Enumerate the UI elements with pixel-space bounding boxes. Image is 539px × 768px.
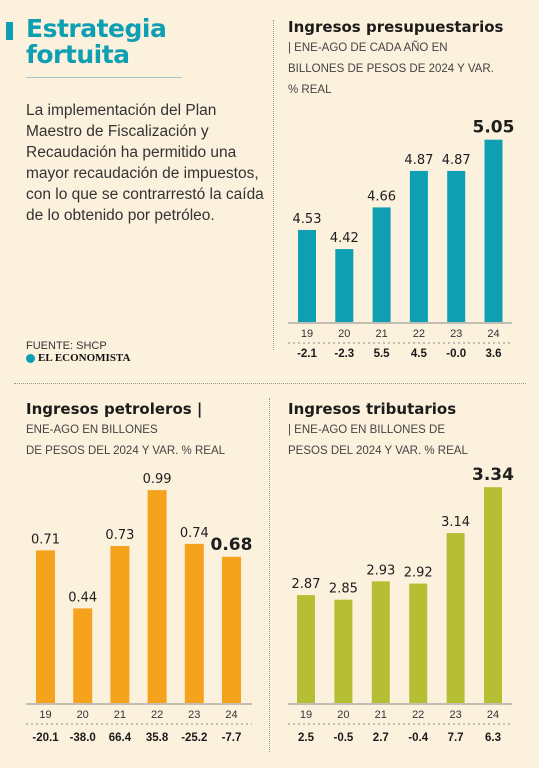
change-label-tributarios-19: 2.5 (298, 732, 315, 744)
value-label-presupuestarios-21: 4.66 (367, 189, 396, 204)
value-label-petroleros-20: 0.44 (68, 590, 97, 605)
change-label-tributarios-24: 6.3 (485, 732, 501, 744)
divider-vertical-bottom (269, 398, 270, 752)
brand-mark-icon (26, 353, 35, 363)
chart-tributarios-subtitle-2: PESOS DEL 2024 Y VAR. % REAL (288, 445, 468, 457)
bar-presupuestarios-23 (447, 170, 466, 322)
chart-tributarios-title: Ingresos tributarios (288, 400, 457, 418)
change-label-petroleros-24: -7.7 (222, 732, 242, 744)
bar-tributarios-21 (371, 581, 390, 703)
value-label-presupuestarios-23: 4.87 (442, 153, 471, 168)
chart-tributarios-subtitle-1: | ENE-AGO EN BILLONES DE (288, 424, 446, 436)
title-accent-bar (6, 22, 13, 40)
tick-label-tributarios-19: 19 (300, 709, 312, 721)
tick-label-tributarios-20: 20 (337, 709, 349, 721)
bar-petroleros-23 (184, 543, 204, 703)
change-label-petroleros-22: 35.8 (146, 732, 169, 744)
value-label-petroleros-21: 0.73 (105, 528, 134, 543)
bar-presupuestarios-19 (298, 229, 316, 322)
chart-presupuestarios-subtitle-1: | ENE-AGO DE CADA AÑO EN (288, 42, 448, 54)
value-label-presupuestarios-24: 5.05 (473, 118, 515, 138)
tick-label-petroleros-19: 19 (39, 709, 51, 721)
change-label-tributarios-22: -0.4 (408, 732, 428, 744)
divider-horizontal (14, 383, 526, 384)
chart-petroleros-subtitle-1: ENE-AGO EN BILLONES (26, 424, 158, 436)
main-title: Estrategia fortuita (26, 14, 167, 69)
tick-label-presupuestarios-19: 19 (301, 328, 313, 340)
bar-petroleros-21 (110, 546, 130, 703)
tick-label-presupuestarios-22: 22 (413, 328, 425, 340)
change-label-petroleros-21: 66.4 (109, 732, 132, 744)
value-label-tributarios-22: 2.92 (404, 566, 433, 581)
value-label-presupuestarios-20: 4.42 (330, 231, 359, 246)
change-label-presupuestarios-22: 4.5 (411, 348, 428, 360)
change-label-tributarios-20: -0.5 (333, 732, 353, 744)
tick-label-presupuestarios-24: 24 (487, 328, 499, 340)
value-label-petroleros-22: 0.99 (143, 472, 172, 487)
tick-label-tributarios-24: 24 (487, 709, 499, 721)
tick-label-tributarios-21: 21 (375, 709, 387, 721)
bar-petroleros-22 (147, 490, 167, 703)
value-label-tributarios-23: 3.14 (441, 515, 470, 530)
bar-presupuestarios-24 (484, 139, 503, 322)
bar-tributarios-24 (484, 487, 502, 703)
tick-label-petroleros-21: 21 (114, 709, 126, 721)
divider-vertical-top (273, 20, 274, 350)
brand-name: EL ECONOMISTA (38, 352, 131, 364)
tick-label-petroleros-22: 22 (151, 709, 163, 721)
chart-presupuestarios-subtitle-2: BILLONES DE PESOS DE 2024 Y VAR. (288, 63, 494, 75)
chart-petroleros-title: Ingresos petroleros | (26, 400, 203, 418)
tick-label-tributarios-23: 23 (449, 709, 461, 721)
chart-presupuestarios-title: Ingresos presupuestarios (288, 18, 504, 36)
title-rule (26, 77, 182, 78)
tick-label-tributarios-22: 22 (412, 709, 424, 721)
change-label-tributarios-23: 7.7 (448, 732, 464, 744)
source-note: FUENTE: SHCP (26, 340, 107, 352)
chart-presupuestarios-subtitle-3: % REAL (288, 84, 332, 96)
change-label-petroleros-23: -25.2 (181, 732, 207, 744)
bar-presupuestarios-22 (409, 170, 428, 322)
value-label-tributarios-24: 3.34 (472, 465, 514, 485)
bar-tributarios-23 (446, 533, 465, 703)
value-label-tributarios-19: 2.87 (292, 577, 321, 592)
change-label-presupuestarios-23: -0.0 (446, 348, 466, 360)
value-label-presupuestarios-19: 4.53 (293, 212, 322, 227)
value-label-tributarios-21: 2.93 (366, 563, 395, 578)
tick-label-presupuestarios-20: 20 (338, 328, 350, 340)
tick-label-petroleros-23: 23 (188, 709, 200, 721)
tick-label-presupuestarios-21: 21 (375, 328, 387, 340)
change-label-petroleros-20: -38.0 (70, 732, 96, 744)
change-label-presupuestarios-21: 5.5 (374, 348, 391, 360)
change-label-presupuestarios-20: -2.3 (334, 348, 354, 360)
value-label-petroleros-19: 0.71 (31, 532, 60, 547)
bar-tributarios-19 (297, 595, 315, 703)
tick-label-petroleros-24: 24 (225, 709, 237, 721)
intro-text: La implementación del Plan Maestro de Fi… (26, 102, 264, 224)
bar-presupuestarios-20 (335, 249, 354, 322)
bar-petroleros-19 (36, 550, 55, 703)
value-label-petroleros-24: 0.68 (211, 535, 253, 555)
change-label-presupuestarios-19: -2.1 (297, 348, 317, 360)
tick-label-petroleros-20: 20 (77, 709, 89, 721)
bar-petroleros-20 (73, 608, 93, 703)
bar-presupuestarios-21 (372, 207, 391, 322)
bar-petroleros-24 (222, 556, 241, 703)
bar-tributarios-22 (409, 583, 428, 703)
change-label-presupuestarios-24: 3.6 (486, 348, 502, 360)
bar-tributarios-20 (334, 599, 353, 703)
change-label-tributarios-21: 2.7 (373, 732, 389, 744)
value-label-tributarios-20: 2.85 (329, 582, 358, 597)
change-label-petroleros-19: -20.1 (32, 732, 59, 744)
brand-logo: EL ECONOMISTA (26, 352, 130, 364)
tick-label-presupuestarios-23: 23 (450, 328, 462, 340)
value-label-petroleros-23: 0.74 (180, 526, 209, 541)
chart-petroleros-subtitle-2: DE PESOS DEL 2024 Y VAR. % REAL (26, 445, 226, 457)
value-label-presupuestarios-22: 4.87 (404, 153, 433, 168)
